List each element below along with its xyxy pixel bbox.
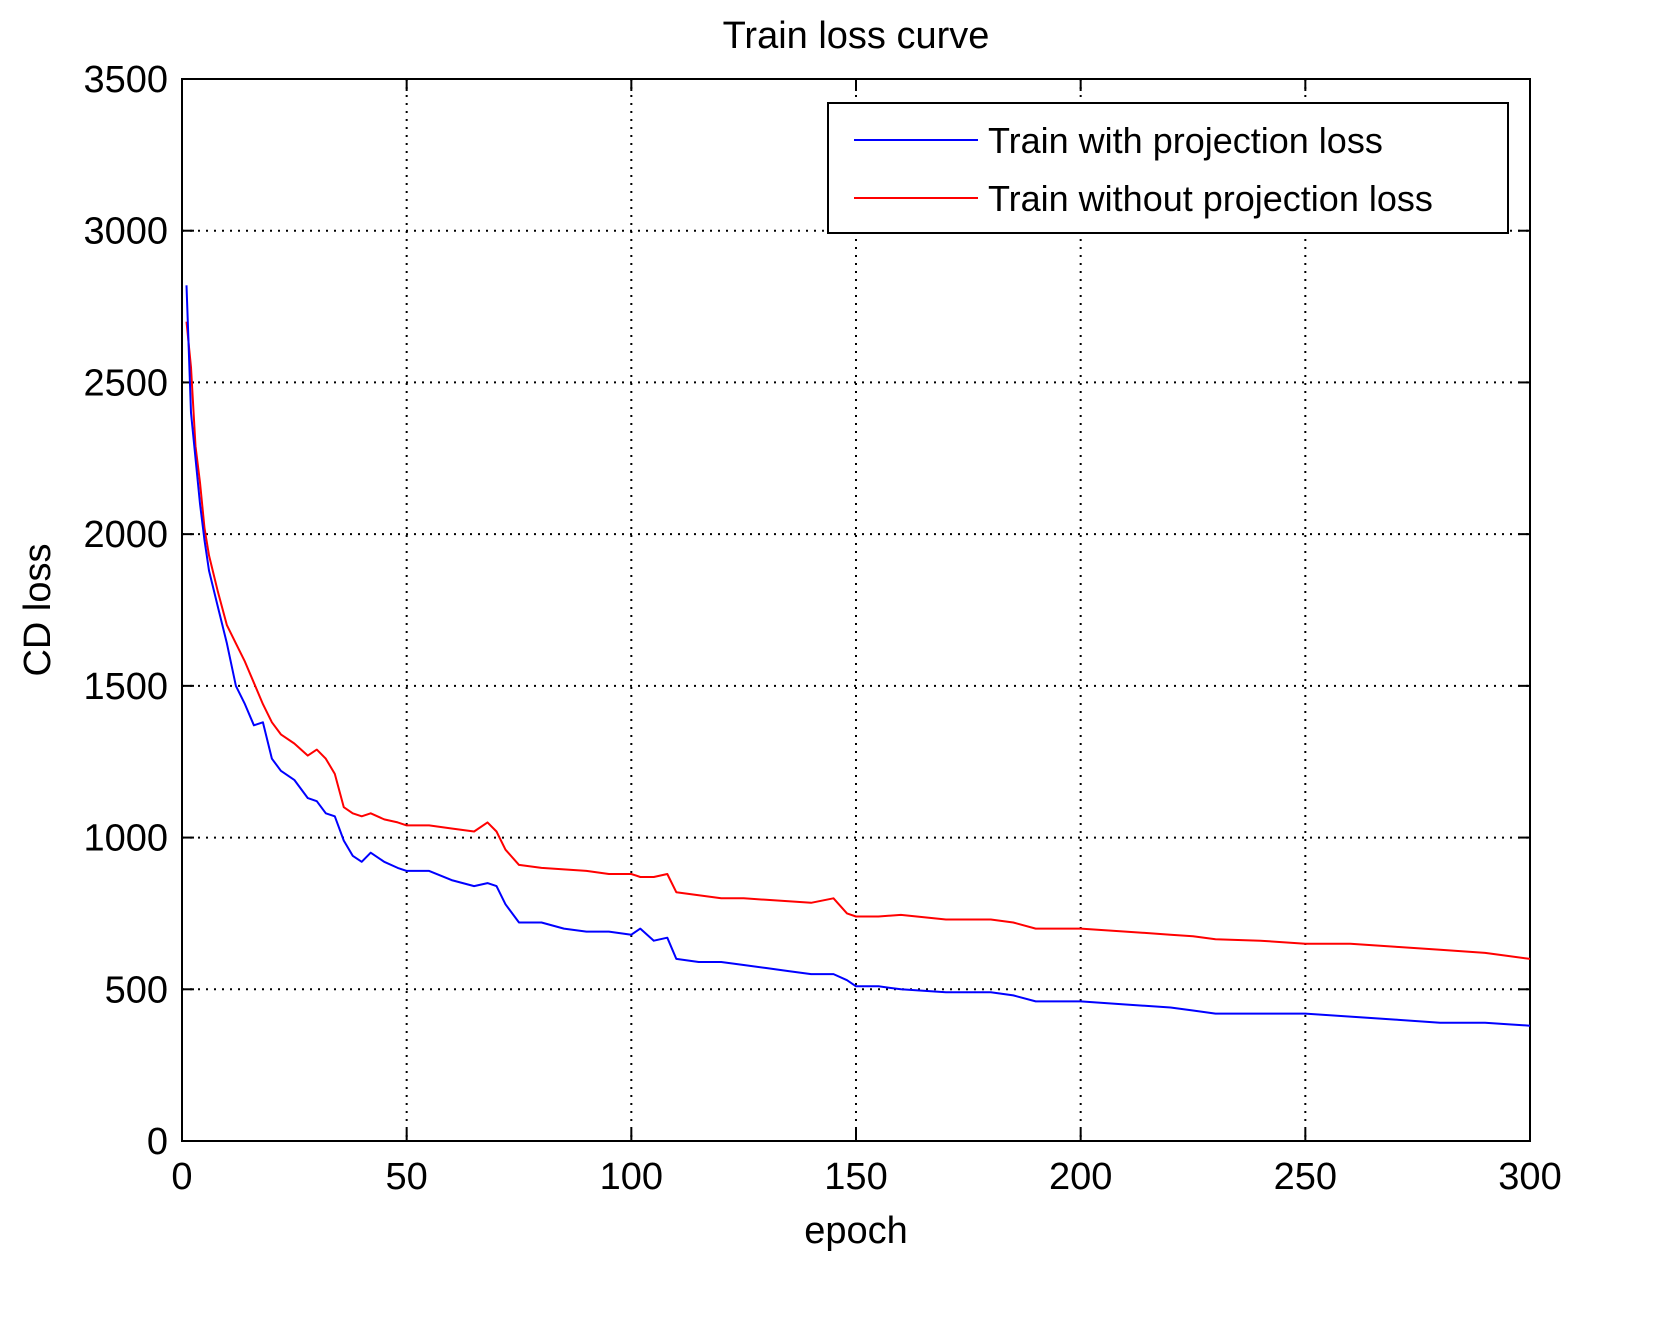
series-line-without-projection	[185, 321, 1531, 960]
y-tick-label: 1000	[83, 818, 168, 860]
y-tick-label: 2500	[83, 362, 168, 404]
y-tick-label: 1500	[83, 666, 168, 708]
legend-label-with-projection: Train with projection loss	[988, 120, 1383, 161]
y-axis-title: CD loss	[17, 543, 59, 676]
x-tick-label: 300	[1498, 1156, 1561, 1198]
chart-title: Train loss curve	[723, 15, 990, 57]
legend-box	[827, 102, 1509, 234]
x-tick-label: 50	[386, 1156, 428, 1198]
y-tick-label: 2000	[83, 514, 168, 556]
x-tick-label: 150	[824, 1156, 887, 1198]
axis-ticks: 0 50 100 150 200 250 3000500100015002000250030…	[83, 59, 1561, 1198]
x-tick-label: 0	[171, 1156, 192, 1198]
y-tick-label: 3500	[83, 59, 168, 101]
legend: Train with projection loss Train without…	[827, 102, 1509, 234]
y-tick-label: 3000	[83, 211, 168, 253]
x-tick-label: 200	[1049, 1156, 1112, 1198]
legend-label-without-projection: Train without projection loss	[988, 178, 1433, 219]
series-lines	[185, 285, 1531, 1027]
x-tick-label: 250	[1274, 1156, 1337, 1198]
x-axis-title: epoch	[804, 1210, 908, 1252]
y-tick-label: 0	[147, 1121, 168, 1163]
x-tick-label: 100	[600, 1156, 663, 1198]
series-line-with-projection	[185, 285, 1531, 1027]
y-tick-label: 500	[105, 969, 168, 1011]
